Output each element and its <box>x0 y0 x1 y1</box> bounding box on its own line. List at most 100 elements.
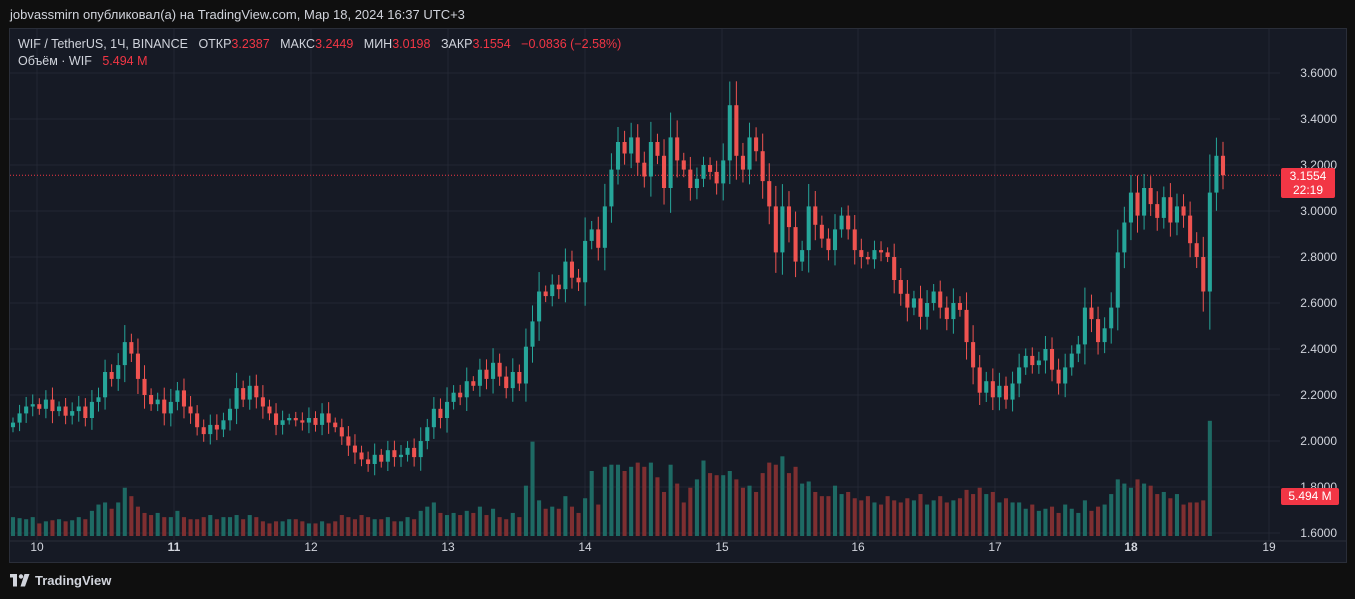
candle-body <box>333 422 338 428</box>
volume-bar <box>254 517 259 536</box>
candle <box>537 272 542 341</box>
candle-body <box>1069 353 1074 368</box>
volume-bar <box>635 462 640 536</box>
y-tick-label: 2.2000 <box>1300 388 1337 402</box>
candle-body <box>1049 349 1055 370</box>
chart-panel[interactable]: 3.6000 3.4000 3.2000 3.0000 2.8000 2.6000 2.40… <box>9 28 1347 563</box>
candle-body <box>293 418 298 421</box>
candle <box>398 445 404 467</box>
candle-body <box>615 142 621 170</box>
volume-bar <box>1076 512 1081 536</box>
candle <box>951 288 956 334</box>
candle <box>372 443 377 476</box>
candle <box>642 151 647 188</box>
candle <box>122 325 127 383</box>
candle <box>740 142 745 183</box>
y-tick-label: 2.8000 <box>1300 250 1337 264</box>
tradingview-logo[interactable]: TradingView <box>10 573 111 588</box>
volume-bar <box>366 517 371 536</box>
volume-bar <box>168 517 173 536</box>
volume-bar <box>1056 512 1061 536</box>
candle-body <box>655 142 660 156</box>
volume-bar <box>747 485 752 536</box>
candle <box>142 365 147 409</box>
candle-body <box>418 441 423 458</box>
candle-body <box>944 307 949 320</box>
volume-bar <box>339 515 344 536</box>
candle <box>267 399 272 421</box>
volume-bar <box>109 508 114 536</box>
candle-body <box>267 406 272 414</box>
volume-bar <box>977 487 982 536</box>
volume-label[interactable]: Объём · WIF <box>18 54 92 68</box>
chart-svg[interactable]: 3.60003.40003.20003.00002.80002.60002.40… <box>10 29 1346 562</box>
volume-bar <box>767 462 772 536</box>
volume-bar <box>1135 479 1140 536</box>
volume-bar <box>688 487 693 536</box>
candle-body <box>971 342 976 368</box>
candle <box>569 250 575 289</box>
candle-body <box>300 420 305 423</box>
candle-body <box>622 142 627 154</box>
candle-body <box>1043 349 1048 361</box>
candle <box>1063 353 1068 398</box>
candle <box>1168 183 1173 237</box>
candle-body <box>951 303 956 320</box>
candle <box>425 418 430 450</box>
candle-body <box>911 298 916 308</box>
candle-body <box>155 399 160 405</box>
candle <box>852 215 857 265</box>
volume-bar <box>274 521 279 536</box>
candle-body <box>537 291 542 322</box>
candle-body <box>1194 243 1199 257</box>
volume-bar <box>1194 502 1199 536</box>
candle <box>865 251 870 265</box>
candle <box>885 247 890 263</box>
candle-body <box>30 404 35 407</box>
volume-bar <box>905 498 910 536</box>
volume-bar <box>1043 508 1048 536</box>
volume-bar <box>418 510 423 536</box>
candle-body <box>1030 355 1035 366</box>
candle <box>254 374 259 409</box>
candle <box>1003 376 1009 409</box>
volume-bar <box>1102 504 1107 536</box>
candle-body <box>832 229 838 251</box>
volume-bar <box>1142 483 1147 536</box>
candle <box>615 127 621 185</box>
candle-body <box>1102 328 1107 343</box>
candle <box>602 183 607 271</box>
candle-body <box>675 137 680 161</box>
symbol-name[interactable]: WIF / TetherUS, 1Ч, BINANCE <box>18 37 188 51</box>
candle <box>1220 141 1226 190</box>
candle <box>701 156 706 188</box>
y-tick-label: 3.6000 <box>1300 66 1337 80</box>
volume-bar <box>990 491 995 536</box>
volume-bar <box>63 521 68 536</box>
candle <box>767 163 772 225</box>
candle <box>385 440 390 472</box>
candle-body <box>872 250 877 260</box>
volume-bar <box>938 496 943 536</box>
volume-bar <box>727 471 732 536</box>
candle <box>477 358 482 397</box>
candle <box>1023 348 1028 375</box>
candle <box>648 121 653 197</box>
candle-body <box>37 404 42 409</box>
volume-bar <box>517 517 522 536</box>
candle-body <box>517 372 522 384</box>
candle-body <box>1109 307 1114 329</box>
volume-bar <box>372 519 377 536</box>
candle <box>504 366 509 399</box>
candle-body <box>214 424 219 430</box>
volume-bar <box>76 517 81 536</box>
volume-bar <box>773 464 778 536</box>
candle-body <box>661 155 667 188</box>
candle <box>274 403 279 436</box>
candle-body <box>1096 319 1101 343</box>
candle <box>589 221 594 250</box>
candle <box>938 280 943 319</box>
candle-body <box>260 397 265 407</box>
candle-body <box>438 408 443 418</box>
volume-bar <box>1168 498 1173 536</box>
